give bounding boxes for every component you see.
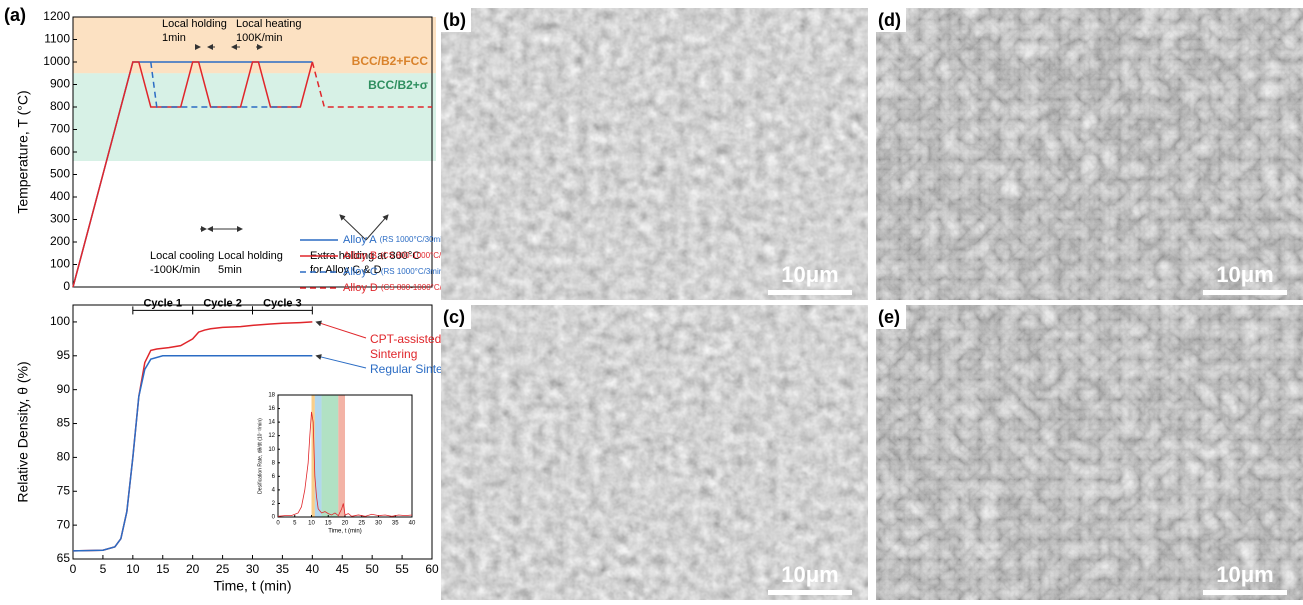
scale-bar xyxy=(768,590,852,595)
annotation: Local cooling xyxy=(150,250,214,262)
y-tick-label: 0 xyxy=(63,279,70,293)
legend-name: Alloy C xyxy=(343,266,378,278)
y-tick-label: 500 xyxy=(50,167,70,181)
x-tick-label: 20 xyxy=(186,562,200,576)
x-axis-title: Time, t (min) xyxy=(328,529,361,535)
figure: (a) 010020030040050060070080090010001100… xyxy=(0,0,1303,600)
x-tick-label: 5 xyxy=(100,562,107,576)
x-tick-label: 35 xyxy=(392,521,399,527)
y-tick-label: 10 xyxy=(268,447,275,453)
micrograph xyxy=(441,8,868,300)
y-axis-title: Relative Density, θ (%) xyxy=(15,361,31,502)
y-tick-label: 200 xyxy=(50,234,70,248)
annotation: 5min xyxy=(218,264,242,276)
y-tick-label: 70 xyxy=(57,517,71,531)
scale-bar-label: 10μm xyxy=(781,262,839,287)
y-tick-label: 600 xyxy=(50,144,70,158)
panel-label: (e) xyxy=(878,307,900,327)
y-tick-label: 100 xyxy=(50,257,70,271)
x-tick-label: 20 xyxy=(342,521,349,527)
y-tick-label: 800 xyxy=(50,99,70,113)
y-tick-label: 65 xyxy=(57,551,71,565)
y-tick-label: 75 xyxy=(57,483,71,497)
y-tick-label: 85 xyxy=(57,416,71,430)
annotation: -100K/min xyxy=(150,264,200,276)
series-label: CPT-assisted xyxy=(370,332,441,346)
series-label-arrow xyxy=(316,356,366,368)
legend-note: (RS 1000°C/30min) xyxy=(380,235,450,244)
y-tick-label: 90 xyxy=(57,382,71,396)
panel-label: (d) xyxy=(878,10,901,30)
time-band xyxy=(322,395,339,517)
cycle-label: Cycle 2 xyxy=(203,297,242,309)
micrograph xyxy=(876,8,1303,300)
legend-entry: Alloy A(RS 1000°C/30min) xyxy=(343,234,449,246)
legend-name: Alloy D xyxy=(343,282,378,294)
region-label: BCC/B2+σ xyxy=(368,78,428,92)
series-label-arrow xyxy=(316,322,366,338)
micrograph xyxy=(876,305,1303,600)
x-tick-label: 10 xyxy=(126,562,140,576)
scale-bar-label: 10μm xyxy=(1216,562,1274,587)
x-tick-label: 35 xyxy=(276,562,290,576)
y-tick-label: 900 xyxy=(50,77,70,91)
y-tick-label: 14 xyxy=(268,420,275,426)
y-tick-label: 12 xyxy=(268,433,275,439)
x-tick-label: 30 xyxy=(375,521,382,527)
y-axis-title: Temperature, T (°C) xyxy=(15,90,31,213)
y-tick-label: 700 xyxy=(50,122,70,136)
x-tick-label: 0 xyxy=(70,562,77,576)
x-tick-label: 30 xyxy=(246,562,260,576)
time-band xyxy=(338,395,345,517)
annotation: Local holding xyxy=(218,250,283,262)
scale-bar xyxy=(768,290,852,295)
legend-name: Alloy A xyxy=(343,234,377,246)
y-axis-title: Desification Rate, dθ/dt (10⁻²/min) xyxy=(257,418,263,494)
cycle-label: Cycle 1 xyxy=(143,297,182,309)
x-tick-label: 15 xyxy=(325,521,332,527)
cycle-label: Cycle 3 xyxy=(263,297,302,309)
panel-label: (b) xyxy=(443,10,466,30)
annotation: Local holding xyxy=(162,18,227,30)
annotation: 1min xyxy=(162,32,186,44)
x-tick-label: 10 xyxy=(308,521,315,527)
x-tick-label: 55 xyxy=(395,562,409,576)
figure-label: (a) xyxy=(4,5,26,25)
annotation: Local heating xyxy=(236,18,301,30)
x-tick-label: 60 xyxy=(425,562,439,576)
x-tick-label: 40 xyxy=(409,521,416,527)
series-label: Sintering xyxy=(370,347,417,361)
x-tick-label: 15 xyxy=(156,562,170,576)
scale-bar xyxy=(1203,290,1287,295)
y-tick-label: 1100 xyxy=(44,32,70,46)
panel-label: (c) xyxy=(443,307,465,327)
scale-bar-label: 10μm xyxy=(781,562,839,587)
x-tick-label: 50 xyxy=(365,562,379,576)
x-tick-label: 45 xyxy=(336,562,350,576)
y-tick-label: 100 xyxy=(50,314,70,328)
micrograph xyxy=(441,305,868,600)
y-tick-label: 400 xyxy=(50,189,70,203)
time-band xyxy=(315,395,322,517)
scale-bar xyxy=(1203,590,1287,595)
y-tick-label: 16 xyxy=(268,406,275,412)
annotation: 100K/min xyxy=(236,32,282,44)
y-tick-label: 95 xyxy=(57,348,71,362)
x-tick-label: 40 xyxy=(306,562,320,576)
x-tick-label: 25 xyxy=(216,562,230,576)
scale-bar-label: 10μm xyxy=(1216,262,1274,287)
x-tick-label: 25 xyxy=(358,521,365,527)
y-tick-label: 18 xyxy=(268,393,275,399)
legend-name: Alloy B xyxy=(343,250,377,262)
y-tick-label: 80 xyxy=(57,450,71,464)
y-tick-label: 300 xyxy=(50,212,70,226)
y-tick-label: 1200 xyxy=(43,9,70,23)
region-label: BCC/B2+FCC xyxy=(352,54,429,68)
x-axis-title: Time, t (min) xyxy=(213,578,291,594)
y-tick-label: 1000 xyxy=(43,54,70,68)
